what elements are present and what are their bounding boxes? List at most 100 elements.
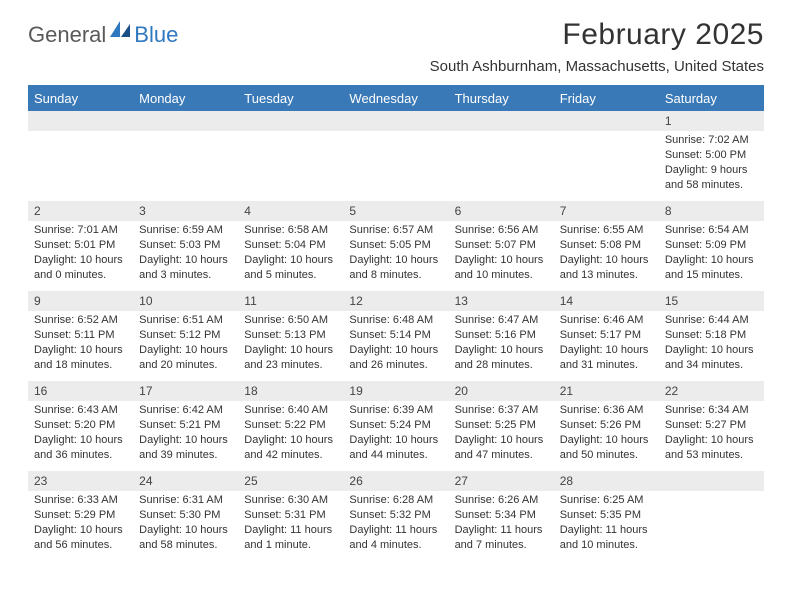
day-content: Sunrise: 6:43 AMSunset: 5:20 PMDaylight:… xyxy=(28,401,133,466)
calendar-cell: 24Sunrise: 6:31 AMSunset: 5:30 PMDayligh… xyxy=(133,471,238,561)
day-number: 26 xyxy=(343,471,448,491)
sunrise-line: Sunrise: 6:36 AM xyxy=(560,403,653,418)
sunrise-line: Sunrise: 6:26 AM xyxy=(455,493,548,508)
day-content: Sunrise: 6:54 AMSunset: 5:09 PMDaylight:… xyxy=(659,221,764,286)
sunrise-line: Sunrise: 6:46 AM xyxy=(560,313,653,328)
month-title: February 2025 xyxy=(430,18,764,52)
calendar-cell: 9Sunrise: 6:52 AMSunset: 5:11 PMDaylight… xyxy=(28,291,133,381)
day-number: 7 xyxy=(554,201,659,221)
daylight-line: Daylight: 10 hours and 36 minutes. xyxy=(34,433,127,463)
calendar-cell: 10Sunrise: 6:51 AMSunset: 5:12 PMDayligh… xyxy=(133,291,238,381)
calendar-body: 1Sunrise: 7:02 AMSunset: 5:00 PMDaylight… xyxy=(28,111,764,561)
sunset-line: Sunset: 5:17 PM xyxy=(560,328,653,343)
calendar-cell: 20Sunrise: 6:37 AMSunset: 5:25 PMDayligh… xyxy=(449,381,554,471)
day-number: 2 xyxy=(28,201,133,221)
day-content: Sunrise: 6:50 AMSunset: 5:13 PMDaylight:… xyxy=(238,311,343,376)
day-header: Thursday xyxy=(449,86,554,111)
sunrise-line: Sunrise: 6:55 AM xyxy=(560,223,653,238)
calendar-week: 2Sunrise: 7:01 AMSunset: 5:01 PMDaylight… xyxy=(28,201,764,291)
sunset-line: Sunset: 5:00 PM xyxy=(665,148,758,163)
day-header: Saturday xyxy=(659,86,764,111)
day-number: 10 xyxy=(133,291,238,311)
daylight-line: Daylight: 10 hours and 20 minutes. xyxy=(139,343,232,373)
sunrise-line: Sunrise: 6:40 AM xyxy=(244,403,337,418)
calendar-cell: 12Sunrise: 6:48 AMSunset: 5:14 PMDayligh… xyxy=(343,291,448,381)
daylight-line: Daylight: 10 hours and 53 minutes. xyxy=(665,433,758,463)
sunset-line: Sunset: 5:05 PM xyxy=(349,238,442,253)
daylight-line: Daylight: 11 hours and 4 minutes. xyxy=(349,523,442,553)
calendar-cell: 21Sunrise: 6:36 AMSunset: 5:26 PMDayligh… xyxy=(554,381,659,471)
day-content: Sunrise: 6:59 AMSunset: 5:03 PMDaylight:… xyxy=(133,221,238,286)
day-number: 12 xyxy=(343,291,448,311)
day-content: Sunrise: 6:44 AMSunset: 5:18 PMDaylight:… xyxy=(659,311,764,376)
calendar-cell xyxy=(449,111,554,201)
sunrise-line: Sunrise: 6:47 AM xyxy=(455,313,548,328)
day-number: 27 xyxy=(449,471,554,491)
sunset-line: Sunset: 5:26 PM xyxy=(560,418,653,433)
day-header: Friday xyxy=(554,86,659,111)
day-number xyxy=(133,111,238,131)
sunset-line: Sunset: 5:18 PM xyxy=(665,328,758,343)
calendar-cell: 16Sunrise: 6:43 AMSunset: 5:20 PMDayligh… xyxy=(28,381,133,471)
daylight-line: Daylight: 10 hours and 31 minutes. xyxy=(560,343,653,373)
daylight-line: Daylight: 10 hours and 39 minutes. xyxy=(139,433,232,463)
sunset-line: Sunset: 5:25 PM xyxy=(455,418,548,433)
day-header: Tuesday xyxy=(238,86,343,111)
day-content: Sunrise: 6:58 AMSunset: 5:04 PMDaylight:… xyxy=(238,221,343,286)
day-number: 17 xyxy=(133,381,238,401)
day-number xyxy=(28,111,133,131)
day-number: 11 xyxy=(238,291,343,311)
calendar-cell: 11Sunrise: 6:50 AMSunset: 5:13 PMDayligh… xyxy=(238,291,343,381)
sunrise-line: Sunrise: 6:57 AM xyxy=(349,223,442,238)
calendar-cell: 13Sunrise: 6:47 AMSunset: 5:16 PMDayligh… xyxy=(449,291,554,381)
sunrise-line: Sunrise: 6:51 AM xyxy=(139,313,232,328)
day-content: Sunrise: 6:33 AMSunset: 5:29 PMDaylight:… xyxy=(28,491,133,556)
calendar-cell: 6Sunrise: 6:56 AMSunset: 5:07 PMDaylight… xyxy=(449,201,554,291)
calendar-header: SundayMondayTuesdayWednesdayThursdayFrid… xyxy=(28,86,764,111)
day-header: Wednesday xyxy=(343,86,448,111)
day-content: Sunrise: 6:47 AMSunset: 5:16 PMDaylight:… xyxy=(449,311,554,376)
daylight-line: Daylight: 10 hours and 8 minutes. xyxy=(349,253,442,283)
calendar-cell xyxy=(343,111,448,201)
sunrise-line: Sunrise: 7:01 AM xyxy=(34,223,127,238)
calendar-cell: 5Sunrise: 6:57 AMSunset: 5:05 PMDaylight… xyxy=(343,201,448,291)
calendar-week: 1Sunrise: 7:02 AMSunset: 5:00 PMDaylight… xyxy=(28,111,764,201)
logo-text-general: General xyxy=(28,22,106,48)
day-content: Sunrise: 6:26 AMSunset: 5:34 PMDaylight:… xyxy=(449,491,554,556)
calendar-week: 16Sunrise: 6:43 AMSunset: 5:20 PMDayligh… xyxy=(28,381,764,471)
sunset-line: Sunset: 5:35 PM xyxy=(560,508,653,523)
daylight-line: Daylight: 10 hours and 34 minutes. xyxy=(665,343,758,373)
calendar-cell: 27Sunrise: 6:26 AMSunset: 5:34 PMDayligh… xyxy=(449,471,554,561)
calendar-cell: 2Sunrise: 7:01 AMSunset: 5:01 PMDaylight… xyxy=(28,201,133,291)
day-content: Sunrise: 6:48 AMSunset: 5:14 PMDaylight:… xyxy=(343,311,448,376)
sunset-line: Sunset: 5:21 PM xyxy=(139,418,232,433)
sunrise-line: Sunrise: 6:59 AM xyxy=(139,223,232,238)
day-number xyxy=(554,111,659,131)
daylight-line: Daylight: 10 hours and 50 minutes. xyxy=(560,433,653,463)
day-content: Sunrise: 7:02 AMSunset: 5:00 PMDaylight:… xyxy=(659,131,764,196)
calendar-cell: 18Sunrise: 6:40 AMSunset: 5:22 PMDayligh… xyxy=(238,381,343,471)
day-number: 18 xyxy=(238,381,343,401)
calendar-cell: 3Sunrise: 6:59 AMSunset: 5:03 PMDaylight… xyxy=(133,201,238,291)
calendar-cell xyxy=(238,111,343,201)
sunset-line: Sunset: 5:34 PM xyxy=(455,508,548,523)
daylight-line: Daylight: 10 hours and 23 minutes. xyxy=(244,343,337,373)
day-content: Sunrise: 6:40 AMSunset: 5:22 PMDaylight:… xyxy=(238,401,343,466)
day-content: Sunrise: 6:30 AMSunset: 5:31 PMDaylight:… xyxy=(238,491,343,556)
day-number: 1 xyxy=(659,111,764,131)
calendar-cell: 7Sunrise: 6:55 AMSunset: 5:08 PMDaylight… xyxy=(554,201,659,291)
location-subtitle: South Ashburnham, Massachusetts, United … xyxy=(430,58,764,75)
brand-logo: General Blue xyxy=(28,18,178,48)
calendar-cell xyxy=(133,111,238,201)
daylight-line: Daylight: 10 hours and 56 minutes. xyxy=(34,523,127,553)
day-number: 16 xyxy=(28,381,133,401)
daylight-line: Daylight: 10 hours and 58 minutes. xyxy=(139,523,232,553)
daylight-line: Daylight: 9 hours and 58 minutes. xyxy=(665,163,758,193)
sunrise-line: Sunrise: 6:25 AM xyxy=(560,493,653,508)
sunset-line: Sunset: 5:09 PM xyxy=(665,238,758,253)
sunrise-line: Sunrise: 6:50 AM xyxy=(244,313,337,328)
sunset-line: Sunset: 5:11 PM xyxy=(34,328,127,343)
daylight-line: Daylight: 10 hours and 3 minutes. xyxy=(139,253,232,283)
day-content: Sunrise: 7:01 AMSunset: 5:01 PMDaylight:… xyxy=(28,221,133,286)
daylight-line: Daylight: 10 hours and 28 minutes. xyxy=(455,343,548,373)
